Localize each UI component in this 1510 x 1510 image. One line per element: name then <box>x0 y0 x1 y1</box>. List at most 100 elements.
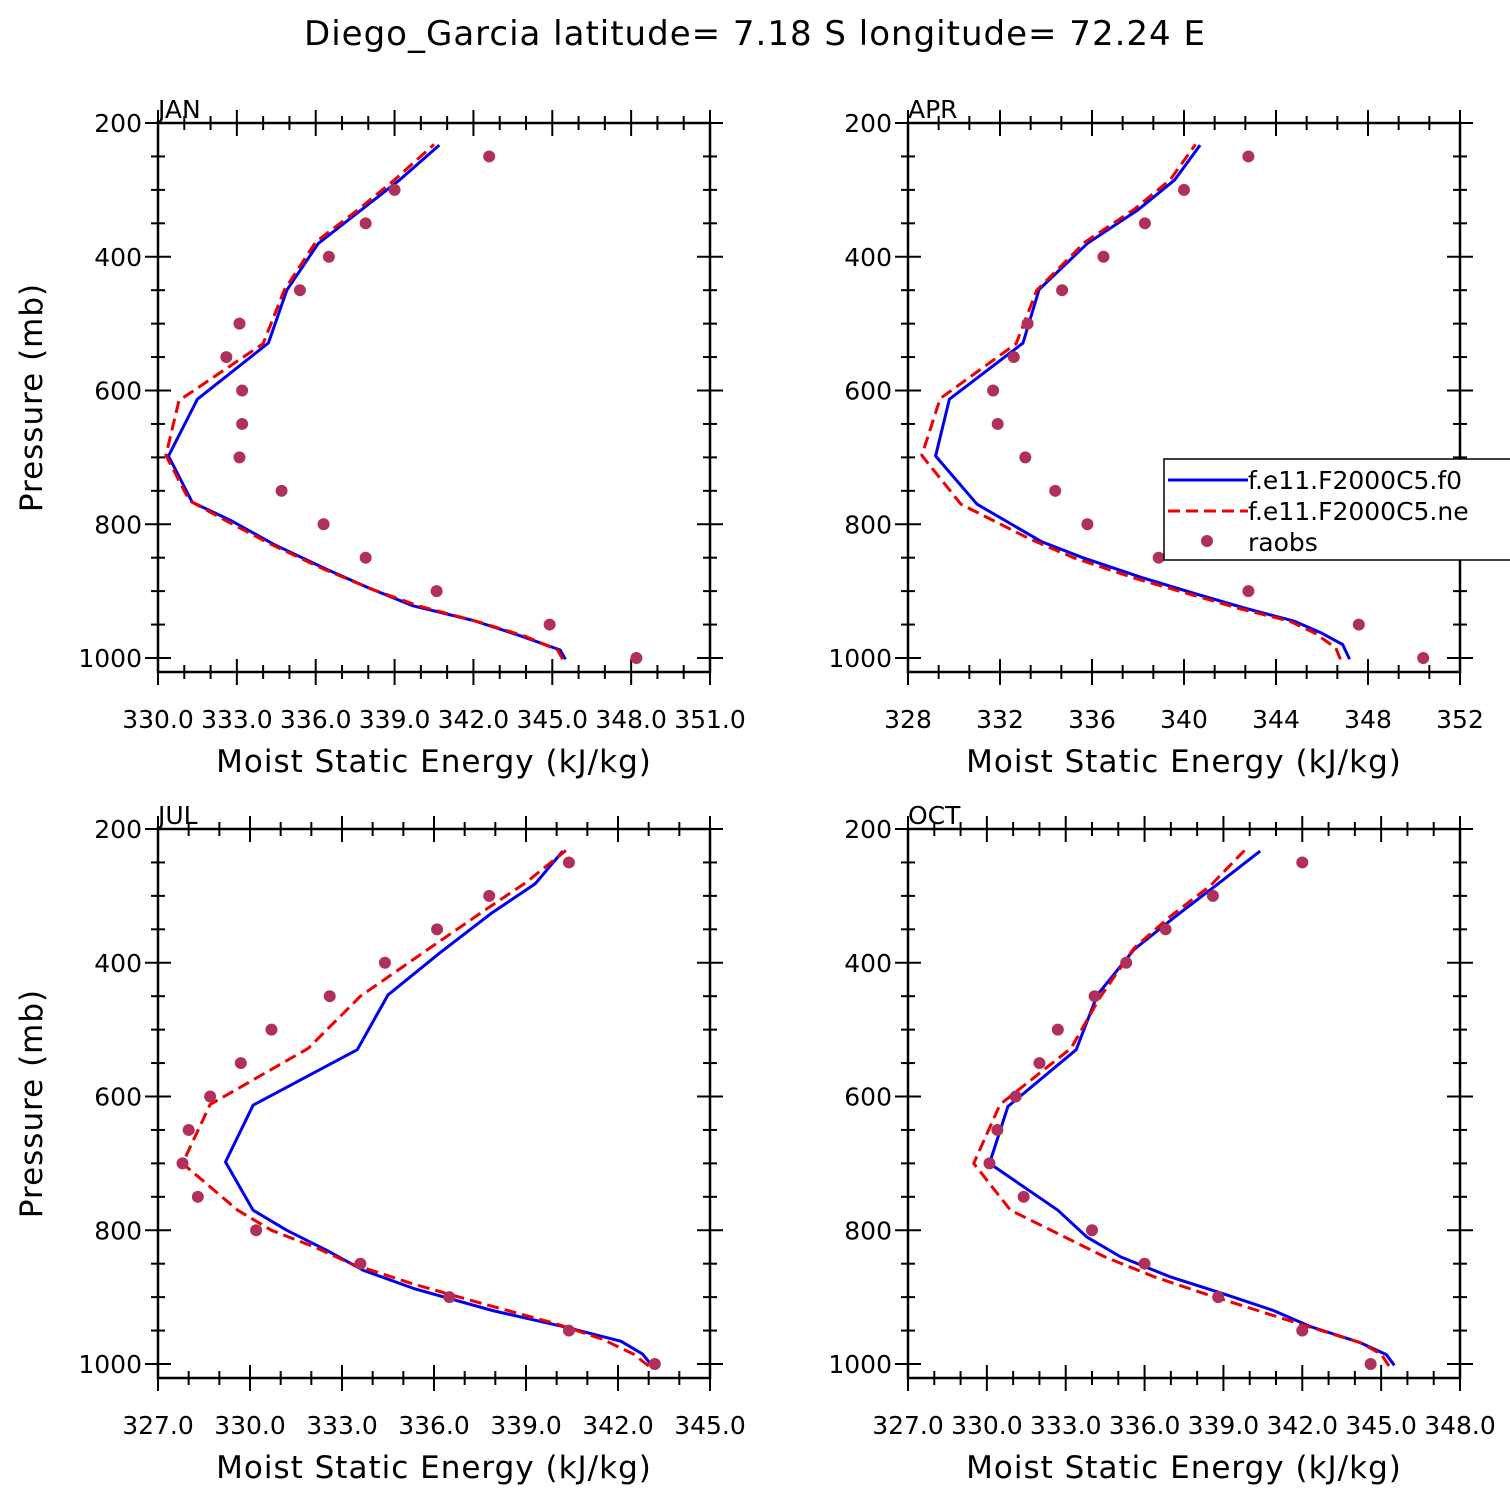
x-tick-label: 336 <box>1068 705 1116 734</box>
raobs-point <box>275 484 288 497</box>
y-tick-label: 200 <box>94 109 142 138</box>
raobs-point <box>1152 551 1165 564</box>
y-tick-label: 1000 <box>828 644 892 673</box>
x-tick-label: 339.0 <box>1188 1411 1260 1440</box>
x-tick-label: 336.0 <box>280 705 352 734</box>
y-tick-label: 400 <box>844 949 892 978</box>
raobs-point <box>1352 618 1365 631</box>
y-tick-label: 1000 <box>78 644 142 673</box>
raobs-point <box>1019 451 1032 464</box>
raobs-point <box>430 585 443 598</box>
legend-label: f.e11.F2000C5.f0 <box>1248 466 1462 495</box>
raobs-point <box>354 1257 367 1270</box>
raobs-point <box>562 1324 575 1337</box>
x-tick-label: 327.0 <box>872 1411 944 1440</box>
y-axis-ticks: 200 400 600 800 1000 <box>828 109 1473 673</box>
x-axis-ticks: 327.0 330.0 333.0 336.0 339.0 342.0 345.0 <box>122 816 746 1440</box>
x-tick-label: 345.0 <box>1345 1411 1417 1440</box>
y-tick-label: 800 <box>844 1216 892 1245</box>
y-tick-label: 400 <box>94 949 142 978</box>
y-tick-label: 400 <box>844 243 892 272</box>
raobs-point <box>1007 351 1020 364</box>
plot-area <box>164 143 643 664</box>
x-axis-ticks: 328 332 336 340 344 348 352 <box>884 110 1484 734</box>
series-ne-line <box>164 143 565 661</box>
raobs-point <box>1138 1257 1151 1270</box>
raobs-point <box>236 417 249 430</box>
raobs-point <box>1009 1090 1022 1103</box>
raobs-point <box>388 183 401 196</box>
x-tick-label: 330.0 <box>122 705 194 734</box>
x-tick-label: 340 <box>1160 705 1208 734</box>
x-tick-label: 348.0 <box>595 705 667 734</box>
x-axis-label: Moist Static Energy (kJ/kg) <box>966 1450 1402 1486</box>
raobs-point <box>191 1190 204 1203</box>
x-axis-ticks: 330.0 333.0 336.0 339.0 342.0 345.0 348.0 351.0 <box>122 110 746 734</box>
raobs-point <box>648 1358 661 1370</box>
raobs-point <box>483 889 496 902</box>
y-tick-label: 600 <box>94 377 142 406</box>
legend-label: f.e11.F2000C5.ne <box>1248 497 1469 526</box>
x-tick-label: 351.0 <box>674 705 746 734</box>
y-tick-label: 400 <box>94 243 142 272</box>
raobs-point <box>176 1157 189 1170</box>
x-axis-ticks: 327.0 330.0 333.0 336.0 339.0 342.0 345.0 348.0 <box>872 816 1496 1440</box>
x-tick-label: 339.0 <box>359 705 431 734</box>
plot-area <box>972 849 1396 1370</box>
raobs-point <box>443 1291 456 1304</box>
raobs-point <box>483 150 496 163</box>
x-tick-label: 342.0 <box>438 705 510 734</box>
raobs-point <box>359 551 372 564</box>
x-tick-label: 342.0 <box>1266 1411 1338 1440</box>
legend-box <box>1163 458 1510 561</box>
raobs-point <box>562 856 575 869</box>
x-tick-label: 339.0 <box>490 1411 562 1440</box>
raobs-point <box>1051 1023 1064 1036</box>
y-tick-label: 600 <box>844 1083 892 1112</box>
y-tick-label: 800 <box>94 510 142 539</box>
y-axis-ticks: 200 400 600 800 1000 <box>78 815 723 1379</box>
raobs-point <box>630 652 643 664</box>
y-tick-label: 600 <box>844 377 892 406</box>
raobs-point <box>1120 956 1133 969</box>
raobs-point <box>991 417 1004 430</box>
y-axis-label: Pressure (mb) <box>14 989 50 1218</box>
panel-label: APR <box>908 95 958 124</box>
raobs-point <box>204 1090 217 1103</box>
raobs-point <box>983 1157 996 1170</box>
raobs-point <box>1242 585 1255 598</box>
y-tick-label: 800 <box>94 1216 142 1245</box>
raobs-point <box>1212 1291 1225 1304</box>
raobs-point <box>1021 317 1034 330</box>
raobs-point <box>322 250 335 263</box>
x-tick-label: 342.0 <box>582 1411 654 1440</box>
series-f0-line <box>934 144 1351 660</box>
y-tick-label: 1000 <box>78 1350 142 1379</box>
series-ne-line <box>920 143 1342 660</box>
raobs-point <box>1017 1190 1030 1203</box>
x-tick-label: 333.0 <box>201 705 273 734</box>
raobs-point <box>323 990 336 1003</box>
x-axis-label: Moist Static Energy (kJ/kg) <box>216 1450 652 1486</box>
raobs-point <box>1206 889 1219 902</box>
x-tick-label: 333.0 <box>306 1411 378 1440</box>
raobs-point <box>265 1023 278 1036</box>
raobs-point <box>220 351 233 364</box>
y-tick-label: 200 <box>844 109 892 138</box>
raobs-point <box>359 217 372 230</box>
raobs-point <box>1056 284 1069 297</box>
panel-apr: APR 200 400 600 800 1000 328 332 336 340 344 348 352… <box>828 95 1483 780</box>
raobs-point <box>1097 250 1110 263</box>
raobs-point <box>182 1123 195 1136</box>
raobs-point <box>233 451 246 464</box>
y-tick-label: 600 <box>94 1083 142 1112</box>
raobs-point <box>1081 518 1094 531</box>
raobs-point <box>378 956 391 969</box>
raobs-point <box>1138 217 1151 230</box>
raobs-point <box>293 284 306 297</box>
x-tick-label: 333.0 <box>1030 1411 1102 1440</box>
raobs-point <box>1049 484 1062 497</box>
